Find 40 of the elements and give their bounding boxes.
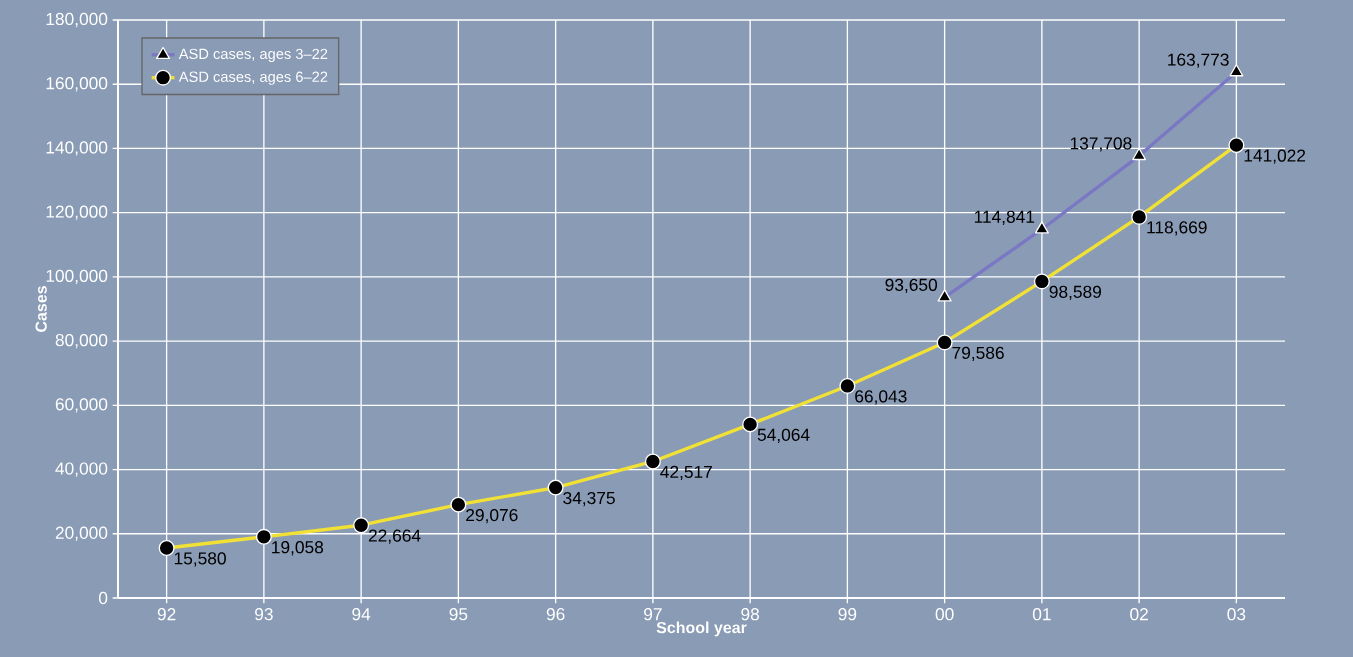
- data-label: 114,841: [974, 210, 1035, 225]
- y-tick-label: 20,000: [55, 526, 108, 541]
- data-label: 93,650: [885, 278, 938, 294]
- x-tick-label: 02: [1130, 608, 1148, 621]
- x-tick-label: 03: [1227, 608, 1246, 621]
- y-tick-label: 60,000: [55, 398, 108, 413]
- y-tick-label: 120,000: [46, 205, 108, 220]
- data-label: 42,517: [660, 465, 712, 481]
- y-tick-label: 100,000: [46, 269, 108, 285]
- data-label: 163,773: [1168, 53, 1229, 68]
- legend-label: ASD cases, ages 3–22: [178, 48, 328, 62]
- y-tick-label: 140,000: [46, 141, 108, 156]
- y-tick-label: 80,000: [55, 333, 108, 349]
- data-label: 118,669: [1147, 221, 1207, 236]
- data-label: 15,580: [174, 552, 226, 567]
- data-label: 29,076: [466, 508, 518, 524]
- x-axis-title: School year: [656, 621, 747, 637]
- legend-label: ASD cases, ages 6–22: [178, 71, 328, 85]
- x-tick-label: 98: [741, 608, 760, 621]
- data-label: 19,058: [272, 541, 324, 556]
- data-label: 98,589: [1049, 285, 1102, 300]
- data-label: 79,586: [952, 346, 1004, 362]
- x-tick-label: 94: [352, 608, 371, 621]
- y-tick-label: 40,000: [55, 462, 108, 477]
- y-tick-label: 0: [98, 591, 108, 605]
- x-tick-label: 93: [255, 608, 273, 621]
- data-label: 141,022: [1244, 149, 1306, 164]
- x-tick-label: 95: [449, 608, 468, 621]
- x-tick-label: 00: [935, 608, 954, 621]
- y-tick-label: 180,000: [46, 12, 108, 28]
- y-axis-title: Cases: [35, 286, 47, 332]
- x-tick-label: 92: [157, 608, 176, 621]
- data-label: 66,043: [855, 390, 907, 405]
- y-tick-label: 160,000: [46, 77, 108, 92]
- data-label: 54,064: [757, 428, 810, 443]
- data-label: 34,375: [563, 491, 615, 507]
- x-tick-label: 99: [838, 608, 857, 621]
- x-tick-label: 01: [1032, 608, 1051, 621]
- x-tick-label: 97: [644, 608, 662, 621]
- x-tick-label: 96: [546, 608, 565, 621]
